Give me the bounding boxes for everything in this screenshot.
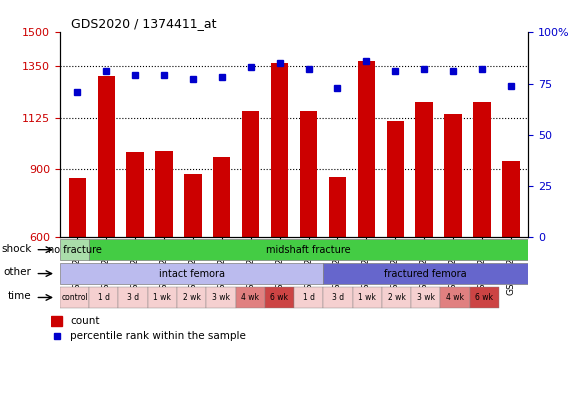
Text: 2 wk: 2 wk <box>388 293 405 302</box>
Text: 2 wk: 2 wk <box>183 293 200 302</box>
Bar <box>329 177 346 237</box>
Bar <box>444 114 462 237</box>
Bar <box>184 175 202 237</box>
Bar <box>440 287 470 308</box>
Bar <box>323 287 353 308</box>
Bar <box>69 178 86 237</box>
Bar <box>271 63 288 237</box>
Bar <box>502 161 520 237</box>
Text: 1 wk: 1 wk <box>154 293 171 302</box>
Bar <box>411 287 440 308</box>
Text: count: count <box>70 316 100 326</box>
Text: 1 wk: 1 wk <box>358 293 376 302</box>
Bar <box>323 263 528 284</box>
Text: shock: shock <box>1 243 31 254</box>
Text: intact femora: intact femora <box>159 269 224 279</box>
Bar <box>470 287 499 308</box>
Bar <box>353 287 382 308</box>
Bar <box>60 263 323 284</box>
Text: 1 d: 1 d <box>98 293 110 302</box>
Bar <box>300 111 317 237</box>
Bar <box>294 287 323 308</box>
Bar <box>126 152 144 237</box>
Bar <box>387 121 404 237</box>
Text: no fracture: no fracture <box>47 245 102 255</box>
Text: midshaft fracture: midshaft fracture <box>267 245 351 255</box>
Bar <box>265 287 294 308</box>
Text: 3 wk: 3 wk <box>212 293 230 302</box>
Text: 3 wk: 3 wk <box>417 293 435 302</box>
Bar <box>98 76 115 237</box>
Text: 6 wk: 6 wk <box>475 293 493 302</box>
Text: 4 wk: 4 wk <box>446 293 464 302</box>
Bar <box>60 287 89 308</box>
Text: time: time <box>8 291 31 301</box>
Text: 3 d: 3 d <box>332 293 344 302</box>
Text: fractured femora: fractured femora <box>384 269 467 279</box>
Bar <box>416 102 433 237</box>
Text: GDS2020 / 1374411_at: GDS2020 / 1374411_at <box>71 17 217 30</box>
Text: 1 d: 1 d <box>303 293 315 302</box>
Bar <box>242 111 259 237</box>
Text: 3 d: 3 d <box>127 293 139 302</box>
Text: other: other <box>3 267 31 277</box>
Bar <box>119 287 148 308</box>
Bar <box>155 151 172 237</box>
Bar <box>177 287 206 308</box>
Bar <box>89 287 119 308</box>
Bar <box>213 158 231 237</box>
Bar <box>473 102 490 237</box>
Bar <box>148 287 177 308</box>
Text: 4 wk: 4 wk <box>241 293 259 302</box>
Bar <box>206 287 236 308</box>
Text: percentile rank within the sample: percentile rank within the sample <box>70 331 246 341</box>
Bar <box>60 239 89 260</box>
Bar <box>357 61 375 237</box>
Bar <box>382 287 411 308</box>
Bar <box>51 316 62 326</box>
Text: 6 wk: 6 wk <box>271 293 288 302</box>
Text: control: control <box>61 293 88 302</box>
Bar <box>236 287 265 308</box>
